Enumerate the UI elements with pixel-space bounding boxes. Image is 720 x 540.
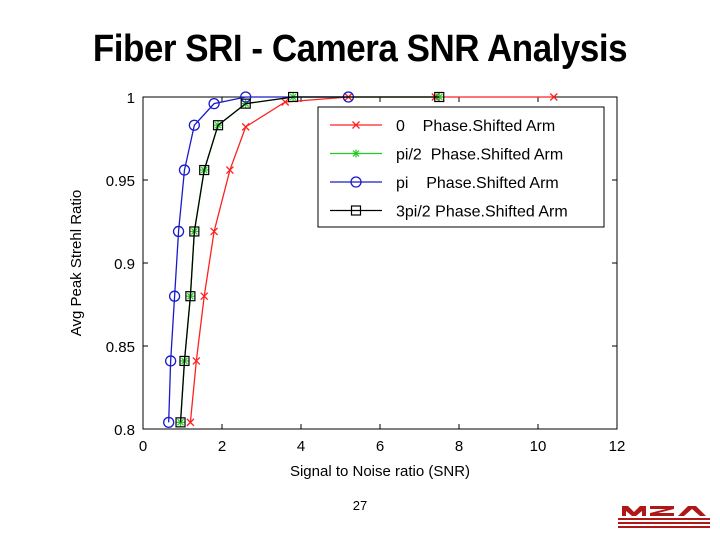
legend-label: 3pi/2 Phase.Shifted Arm bbox=[396, 204, 568, 221]
data-point bbox=[164, 355, 177, 367]
legend-entry: 3pi/2 Phase.Shifted Arm bbox=[330, 204, 568, 221]
data-point bbox=[281, 98, 290, 106]
legend-swatch-marker bbox=[352, 149, 360, 158]
legend-entry: pi Phase.Shifted Arm bbox=[330, 175, 559, 192]
legend-label: 0 Phase.Shifted Arm bbox=[396, 118, 555, 135]
x-axis-label: Signal to Noise ratio (SNR) bbox=[290, 463, 470, 480]
data-point bbox=[200, 292, 209, 301]
data-point bbox=[186, 418, 195, 427]
series-line bbox=[179, 96, 440, 423]
legend-swatch-marker bbox=[350, 176, 362, 188]
x-tick-label: 2 bbox=[218, 438, 226, 455]
data-point bbox=[179, 355, 190, 367]
data-point bbox=[188, 119, 201, 131]
data-point bbox=[189, 226, 200, 237]
legend: 0 Phase.Shifted Arm pi/2 Phase.Shifted Ar… bbox=[317, 106, 605, 228]
data-point bbox=[172, 225, 185, 238]
legend-entry: pi/2 Phase.Shifted Arm bbox=[330, 147, 563, 164]
x-tick-label: 12 bbox=[609, 438, 626, 455]
series-2 bbox=[163, 91, 355, 429]
y-axis-label: Avg Peak Strehl Ratio bbox=[68, 190, 85, 336]
data-point bbox=[178, 164, 191, 176]
legend-swatch-marker bbox=[352, 121, 360, 129]
data-point bbox=[192, 356, 201, 365]
data-point bbox=[185, 291, 196, 302]
slide-title: Fiber SRI - Camera SNR Analysis bbox=[92, 28, 628, 70]
x-tick-label: 8 bbox=[455, 438, 463, 455]
series-lines bbox=[163, 91, 558, 429]
y-tick-label: 0.8 bbox=[114, 422, 135, 439]
legend-swatch-marker bbox=[350, 205, 362, 216]
page-number: 27 bbox=[352, 498, 368, 513]
data-point bbox=[199, 164, 210, 176]
legend-entry: 0 Phase.Shifted Arm bbox=[330, 118, 555, 135]
legend-label: pi/2 Phase.Shifted Arm bbox=[396, 147, 563, 164]
data-point bbox=[241, 122, 250, 131]
data-point bbox=[212, 120, 224, 131]
data-point bbox=[288, 91, 299, 103]
y-tick-label: 0.85 bbox=[106, 339, 135, 356]
x-tick-label: 6 bbox=[376, 438, 384, 455]
data-point bbox=[210, 227, 219, 236]
data-point bbox=[168, 290, 181, 302]
data-point bbox=[549, 93, 558, 101]
series-3 bbox=[175, 91, 445, 428]
data-point bbox=[434, 91, 445, 103]
x-tick-label: 10 bbox=[530, 438, 547, 455]
series-line bbox=[168, 96, 349, 423]
y-tick-label: 1 bbox=[127, 90, 135, 107]
data-point bbox=[225, 166, 234, 174]
data-point bbox=[175, 417, 186, 428]
x-tick-label: 0 bbox=[139, 438, 147, 455]
data-point bbox=[240, 98, 251, 109]
axis-ticks: 0 2 4 6 8 10 12 0.8 0.85 0.9 0.95 1 bbox=[106, 90, 626, 455]
company-logo bbox=[618, 506, 710, 528]
y-tick-label: 0.9 bbox=[114, 256, 135, 273]
x-tick-label: 4 bbox=[297, 438, 305, 455]
y-tick-label: 0.95 bbox=[106, 173, 135, 190]
data-point bbox=[208, 97, 220, 110]
data-point bbox=[163, 416, 175, 429]
data-point bbox=[240, 91, 252, 103]
legend-box bbox=[317, 106, 605, 228]
legend-label: pi Phase.Shifted Arm bbox=[396, 175, 559, 192]
